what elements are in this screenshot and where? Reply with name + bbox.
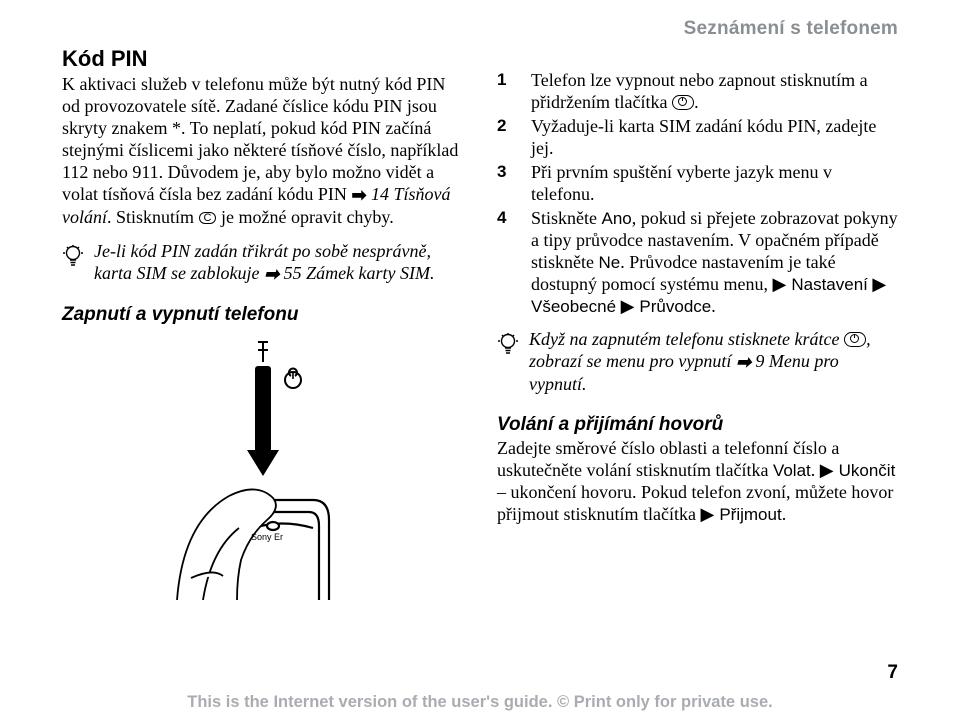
right-column: Telefon lze vypnout nebo zapnout stisknu… [497, 46, 898, 600]
para2-d: . [782, 504, 787, 524]
arrow-icon: ➡ [264, 264, 279, 286]
manual-page: Seznámení s telefonem Kód PIN K aktivaci… [0, 0, 960, 726]
phone-illustration: Sony Er [62, 340, 463, 600]
step-2: Vyžaduje-li karta SIM zadání kódu PIN, z… [497, 116, 898, 160]
step4-a: Stiskněte [531, 208, 602, 228]
tip-power-menu: Když na zapnutém telefonu stisknete krát… [497, 329, 898, 396]
left-column: Kód PIN K aktivaci služeb v telefonu můž… [62, 46, 463, 600]
step-1: Telefon lze vypnout nebo zapnout stisknu… [497, 70, 898, 114]
btn-volat: Volat [773, 461, 811, 480]
arrow-icon: ➡ [351, 185, 366, 207]
calls-paragraph: Zadejte směrové číslo oblasti a telefonn… [497, 438, 898, 526]
step1-b: . [694, 92, 699, 112]
menu-pruvodce: Průvodce [639, 297, 711, 316]
page-number: 7 [887, 662, 898, 684]
power-key-icon [672, 95, 694, 110]
btn-ukoncit: Ukončit [839, 461, 896, 480]
key-c-icon: C [199, 212, 217, 224]
footer-text: This is the Internet version of the user… [0, 693, 960, 712]
tip-sim-lock: Je-li kód PIN zadán třikrát po sobě nesp… [62, 241, 463, 286]
tip2-a: Když na zapnutém telefonu stisknete krát… [529, 329, 844, 349]
bulb-icon [497, 331, 519, 359]
phone-svg: Sony Er [163, 340, 363, 600]
step4-ano: Ano [602, 209, 632, 228]
arrow-icon: ➡ [736, 352, 751, 374]
tip1-link: 55 Zámek karty SIM [284, 263, 430, 283]
steps-list: Telefon lze vypnout nebo zapnout stisknu… [497, 70, 898, 317]
tri-icon: ▶ [820, 460, 839, 480]
tri-icon: ▶ [700, 504, 719, 524]
tri-icon: ▶ [773, 274, 792, 294]
step1-a: Telefon lze vypnout nebo zapnout stisknu… [531, 70, 868, 112]
step-4: Stiskněte Ano, pokud si přejete zobrazov… [497, 208, 898, 318]
power-heading: Zapnutí a vypnutí telefonu [62, 304, 463, 326]
step-3: Při prvním spuštění vyberte jazyk menu v… [497, 162, 898, 206]
section-header: Seznámení s telefonem [684, 18, 898, 40]
phone-brand-text: Sony Er [251, 532, 283, 542]
power-key-icon [844, 332, 866, 347]
menu-vseobecne: Všeobecné [531, 297, 616, 316]
tip1-b: . [430, 263, 435, 283]
tip2-c: . [582, 374, 587, 394]
two-columns: Kód PIN K aktivaci služeb v telefonu můž… [62, 46, 898, 600]
pin-paragraph: K aktivaci služeb v telefonu může být nu… [62, 74, 463, 229]
tip-power-menu-text: Když na zapnutém telefonu stisknete krát… [529, 329, 898, 396]
calls-heading: Volání a přijímání hovorů [497, 414, 898, 436]
pin-para-tail1: . Stisknutím [107, 207, 199, 227]
pin-para-tail2: je možné opravit chyby. [216, 207, 393, 227]
pin-heading: Kód PIN [62, 46, 463, 72]
step4-d: . [711, 296, 716, 316]
tri-icon: ▶ [621, 296, 640, 316]
btn-prijmout: Přijmout [719, 505, 781, 524]
menu-nastaveni: Nastavení [791, 275, 868, 294]
tip-sim-lock-text: Je-li kód PIN zadán třikrát po sobě nesp… [94, 241, 463, 286]
para2-c: – ukončení hovoru. Pokud telefon zvoní, … [497, 482, 893, 524]
bulb-icon [62, 243, 84, 271]
para2-b: . [811, 460, 820, 480]
tri-icon: ▶ [872, 274, 886, 294]
step4-ne: Ne [599, 253, 621, 272]
